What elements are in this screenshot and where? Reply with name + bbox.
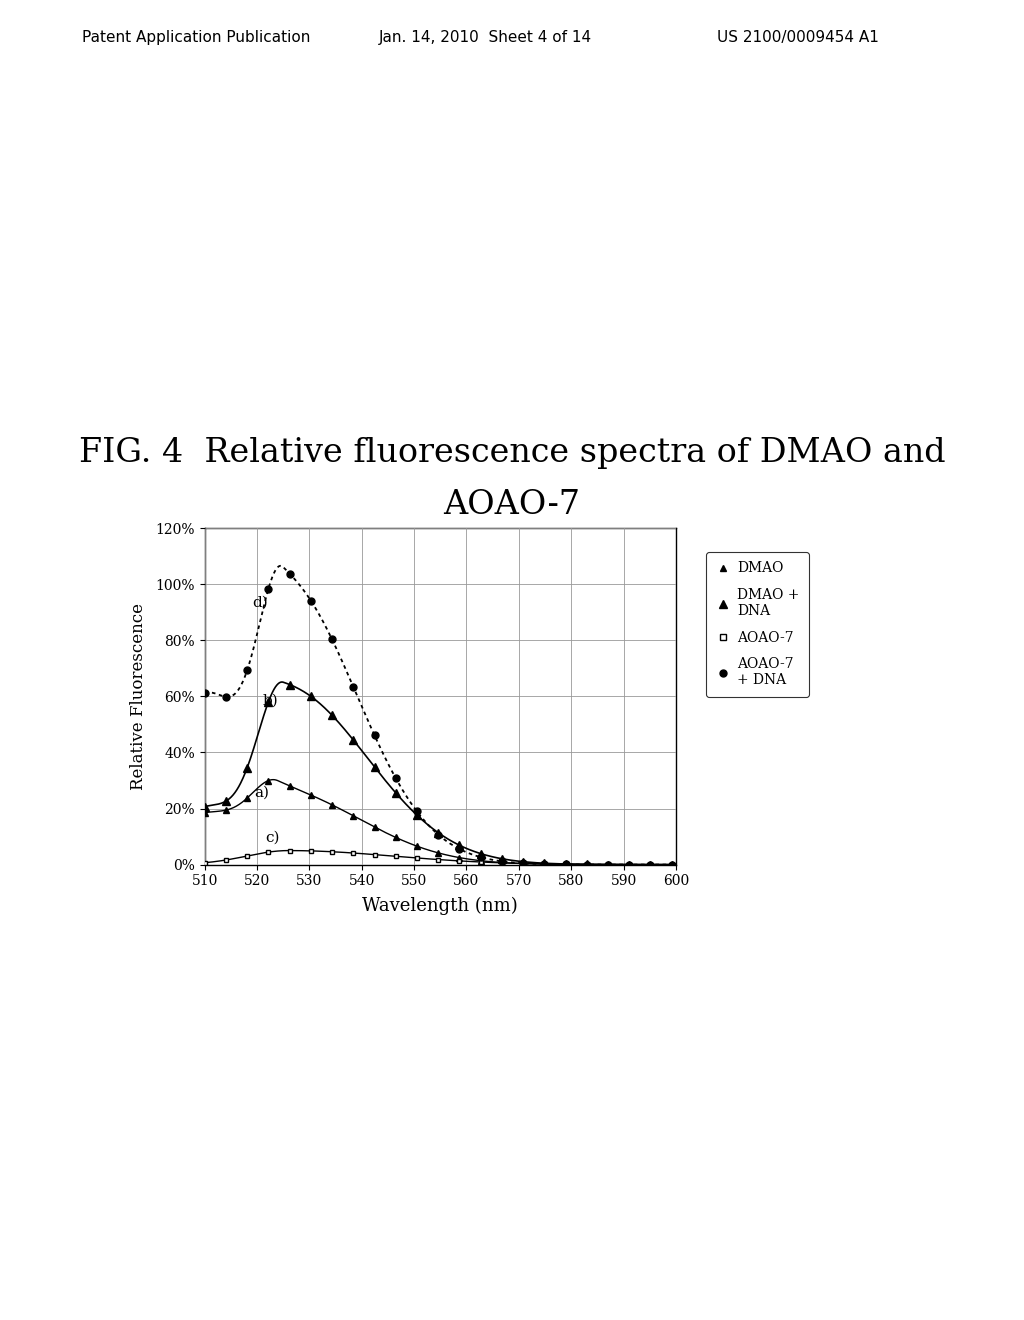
Text: b): b) bbox=[262, 693, 279, 708]
Text: Patent Application Publication: Patent Application Publication bbox=[82, 30, 310, 45]
Y-axis label: Relative Fluorescence: Relative Fluorescence bbox=[130, 603, 147, 789]
Text: US 2100/0009454 A1: US 2100/0009454 A1 bbox=[717, 30, 879, 45]
Text: Jan. 14, 2010  Sheet 4 of 14: Jan. 14, 2010 Sheet 4 of 14 bbox=[379, 30, 592, 45]
Text: a): a) bbox=[255, 787, 269, 800]
Text: c): c) bbox=[265, 832, 280, 845]
Text: FIG. 4  Relative fluorescence spectra of DMAO and: FIG. 4 Relative fluorescence spectra of … bbox=[79, 437, 945, 469]
Text: AOAO-7: AOAO-7 bbox=[443, 490, 581, 521]
X-axis label: Wavelength (nm): Wavelength (nm) bbox=[362, 896, 518, 915]
Text: d): d) bbox=[252, 595, 267, 610]
Legend: DMAO, DMAO +
DNA, AOAO-7, AOAO-7
+ DNA: DMAO, DMAO + DNA, AOAO-7, AOAO-7 + DNA bbox=[707, 552, 809, 697]
